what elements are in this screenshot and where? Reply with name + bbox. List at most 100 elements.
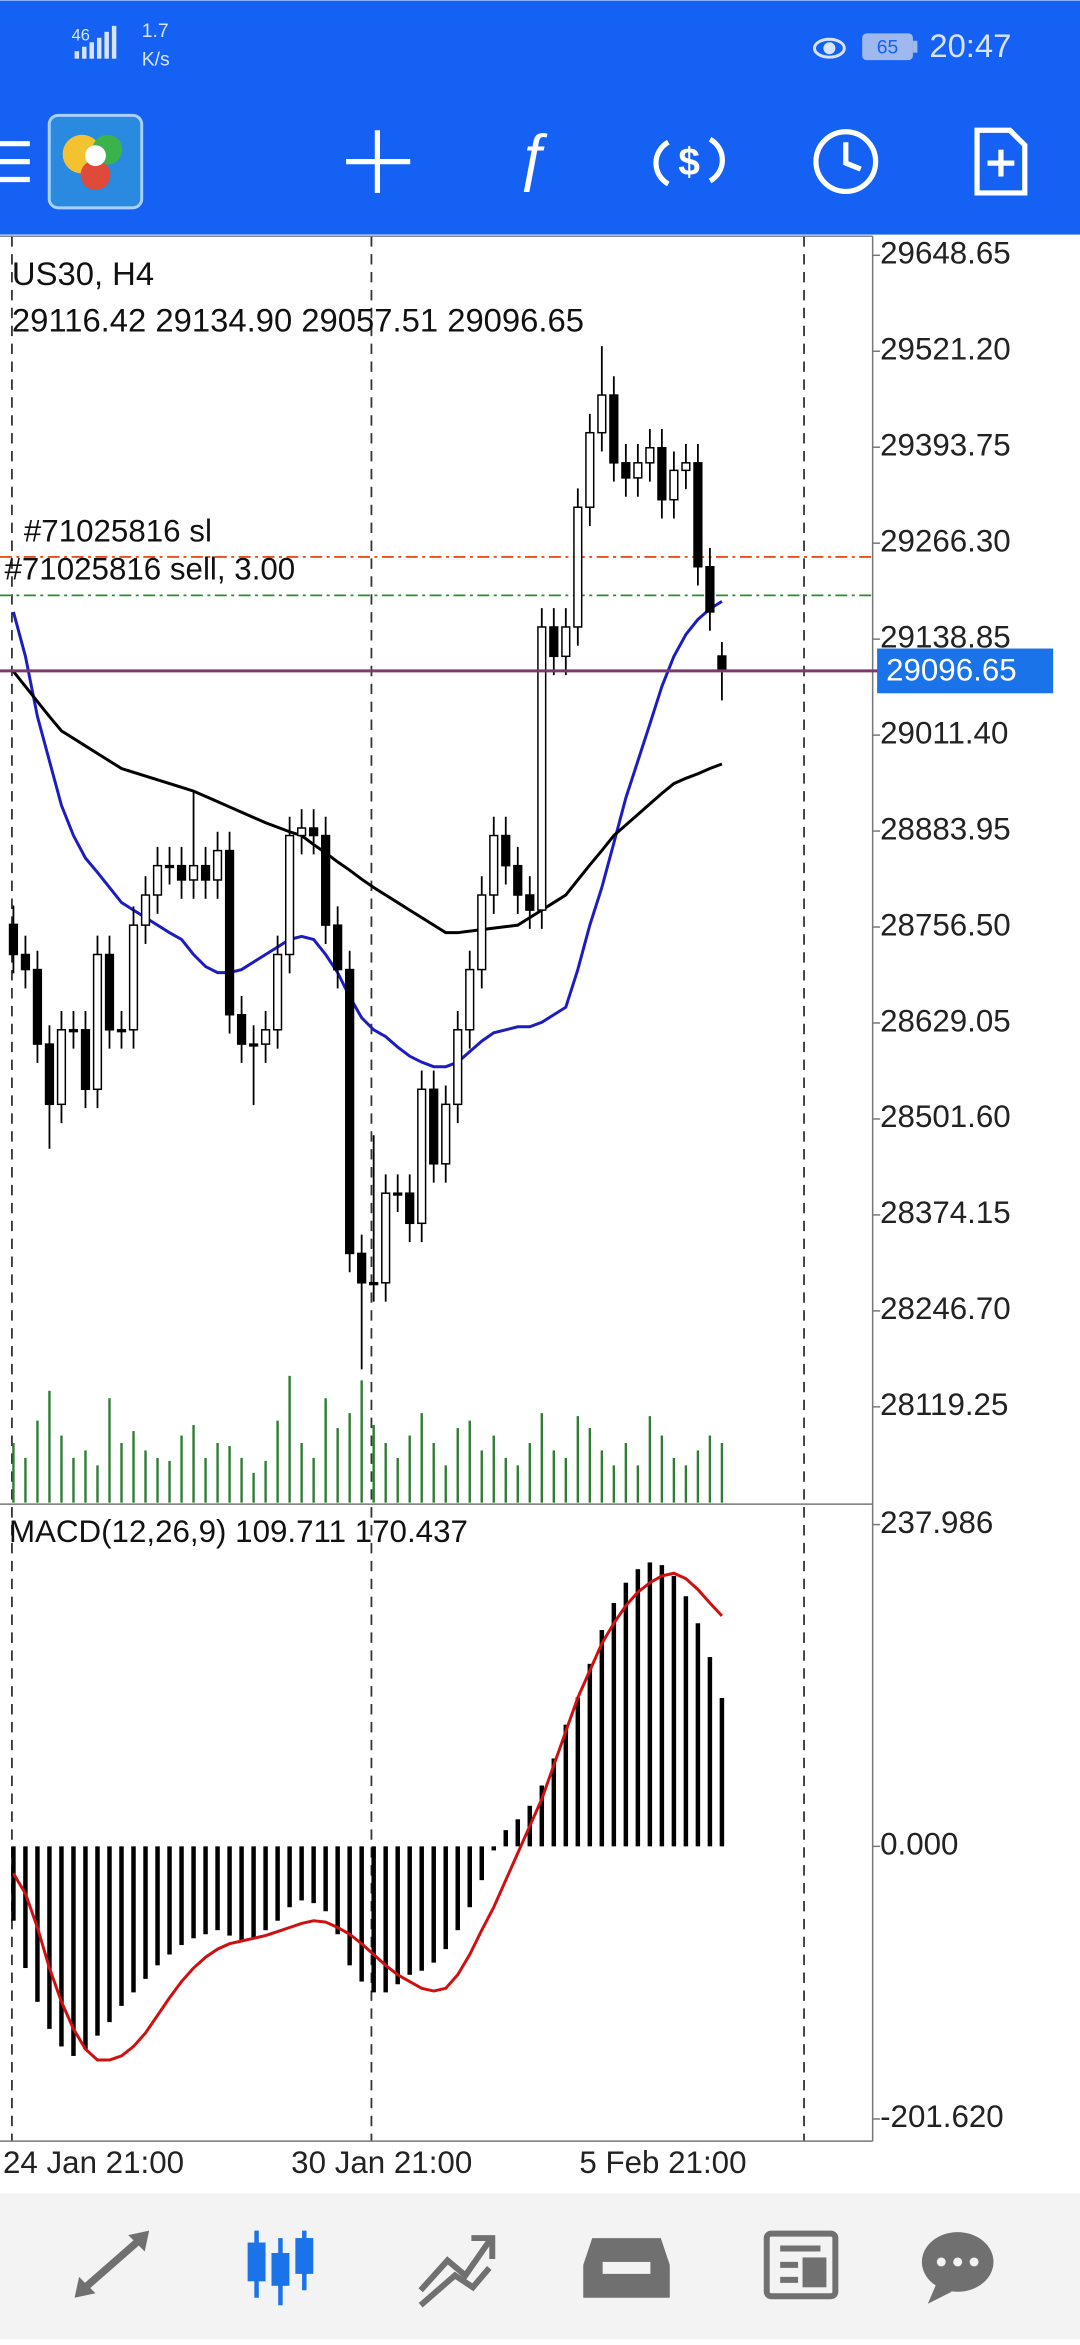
candle-body [8, 923, 19, 956]
moving-average [11, 600, 723, 1069]
volume-bar [132, 1431, 135, 1503]
menu-button[interactable] [0, 141, 30, 183]
macd-bar [215, 1846, 220, 1931]
new-order-button[interactable] [974, 127, 1028, 196]
candle-body [441, 1103, 451, 1165]
volume-bar [636, 1465, 640, 1503]
candle-body [417, 1088, 427, 1225]
chart-tab[interactable] [247, 2230, 314, 2306]
volume-bar [336, 1428, 339, 1503]
y-tick-label: 29266.30 [880, 523, 1011, 558]
svg-text:$: $ [678, 141, 700, 184]
order-label: #71025816 sl [24, 513, 212, 548]
volume-bar [648, 1416, 652, 1503]
net-speed: 1.7 [142, 20, 169, 42]
candle-body [297, 827, 307, 837]
macd-bar [695, 1623, 701, 1847]
x-tick-label: 24 Jan 21:00 [3, 2145, 184, 2180]
trade-tab[interactable] [418, 2235, 496, 2308]
candle-body [705, 565, 715, 613]
volume-bar [444, 1465, 447, 1503]
macd-bar [551, 1758, 557, 1847]
candle-body [525, 894, 535, 911]
y-tick-label: 28629.05 [880, 1003, 1011, 1038]
macd-bar [227, 1846, 232, 1936]
candle-body [681, 462, 691, 472]
y-tick-label: 28883.95 [880, 811, 1011, 846]
volume-bar [708, 1435, 712, 1503]
candle-body [585, 431, 595, 508]
macd-bar [467, 1846, 472, 1908]
indicators-button[interactable]: ƒ [515, 122, 550, 192]
candle-body [248, 1043, 259, 1047]
svg-text:ƒ: ƒ [515, 122, 550, 192]
news-tab[interactable] [763, 2230, 839, 2300]
candle-body [501, 834, 511, 867]
macd-bar [503, 1830, 509, 1847]
volume-bar [180, 1435, 183, 1503]
candle-body [405, 1192, 415, 1225]
candle-body [561, 626, 571, 658]
crosshair-button[interactable] [346, 130, 411, 193]
candle-body [549, 626, 559, 658]
y-tick-label: 29393.75 [880, 427, 1011, 462]
candle-body [140, 894, 151, 926]
network-type: 46 [72, 27, 90, 45]
macd-bar [419, 1846, 424, 1971]
trade-button[interactable]: $ [653, 136, 725, 187]
macd-bar [431, 1846, 436, 1963]
y-tick-label: 29011.40 [880, 715, 1008, 750]
quotes-tab[interactable] [74, 2230, 150, 2298]
candle-body [333, 924, 343, 971]
candle-body [224, 849, 235, 1016]
candle-body [20, 953, 31, 971]
volume-bar [312, 1457, 315, 1503]
macd-bar [479, 1846, 484, 1881]
chat-tab[interactable] [921, 2232, 994, 2304]
candle-body [309, 827, 319, 837]
volume-bar [408, 1435, 411, 1503]
volume-bar [348, 1413, 351, 1503]
toolbar: ƒ $ [0, 113, 1028, 210]
macd-bar [107, 1846, 112, 2023]
battery-level: 65 [877, 36, 899, 58]
volume-bar [144, 1450, 147, 1503]
clock: 20:47 [929, 27, 1011, 64]
candle-body [393, 1192, 403, 1196]
candle-body [80, 1029, 91, 1091]
macd-bar [671, 1575, 677, 1847]
volume-bar [684, 1465, 688, 1503]
candle-body [645, 447, 655, 464]
y-tick-label: 0.000 [880, 1827, 958, 1862]
status-bar: 46 1.7 K/s 65 20:47 [72, 20, 1012, 70]
candle-body [573, 506, 583, 628]
history-tab[interactable] [583, 2238, 670, 2298]
timeframe-button[interactable] [813, 129, 879, 195]
volume-bar [360, 1380, 363, 1503]
macd-bar [59, 1846, 64, 2047]
macd-bar [563, 1724, 569, 1847]
eye-icon [812, 37, 846, 59]
macd-bar [71, 1846, 76, 2056]
candle-body [104, 953, 115, 1031]
candle-body [236, 1013, 247, 1045]
candle-body [465, 968, 475, 1031]
candle-body [32, 968, 43, 1045]
macd-bar [167, 1846, 172, 1955]
macd-bar [311, 1846, 316, 1904]
app-logo[interactable] [47, 113, 144, 210]
macd-bar [179, 1846, 184, 1946]
candle-body [272, 953, 283, 1031]
candle-body [621, 462, 631, 479]
macd-bar [335, 1846, 340, 1935]
volume-bar [192, 1425, 195, 1503]
ohlc-label: 29116.42 29134.90 29057.51 29096.65 [12, 301, 584, 338]
macd-bar [659, 1565, 665, 1847]
candle-body [200, 864, 211, 881]
macd-bar [275, 1846, 280, 1921]
macd-bar [515, 1819, 521, 1847]
y-tick-label: 28246.70 [880, 1291, 1011, 1326]
candle-body [453, 1029, 463, 1106]
macd-bar [119, 1846, 124, 2006]
